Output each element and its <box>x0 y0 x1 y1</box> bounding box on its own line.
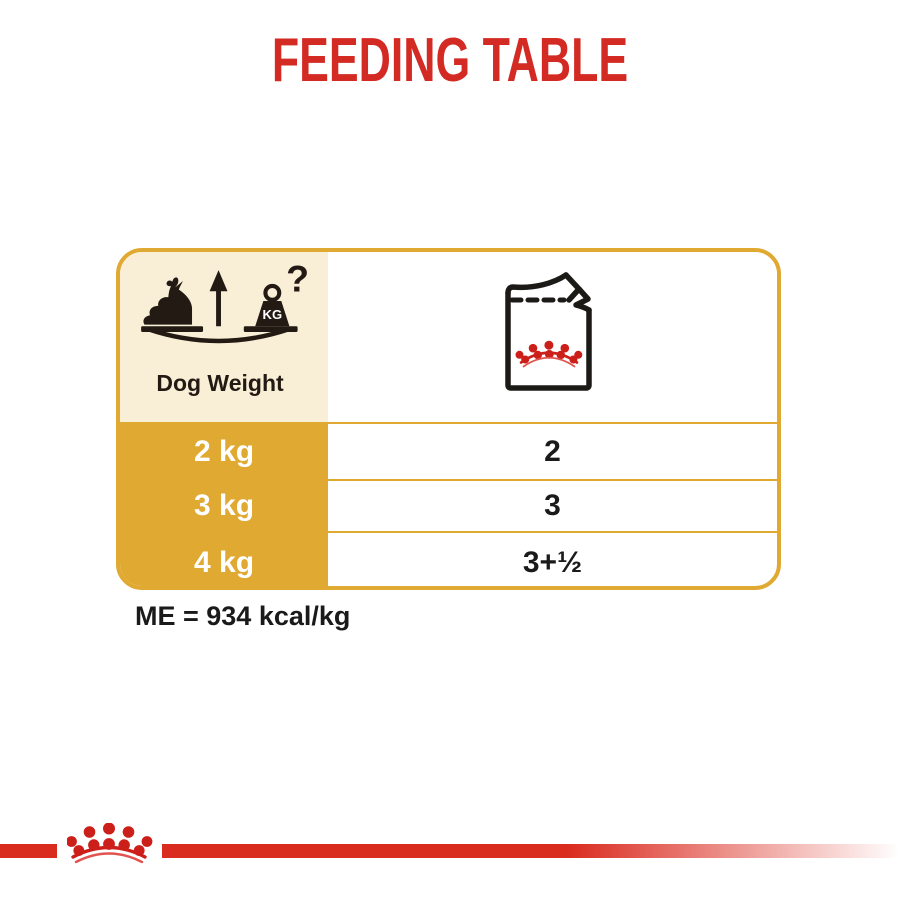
svg-text:KG: KG <box>263 307 283 322</box>
svg-text:?: ? <box>286 257 309 299</box>
